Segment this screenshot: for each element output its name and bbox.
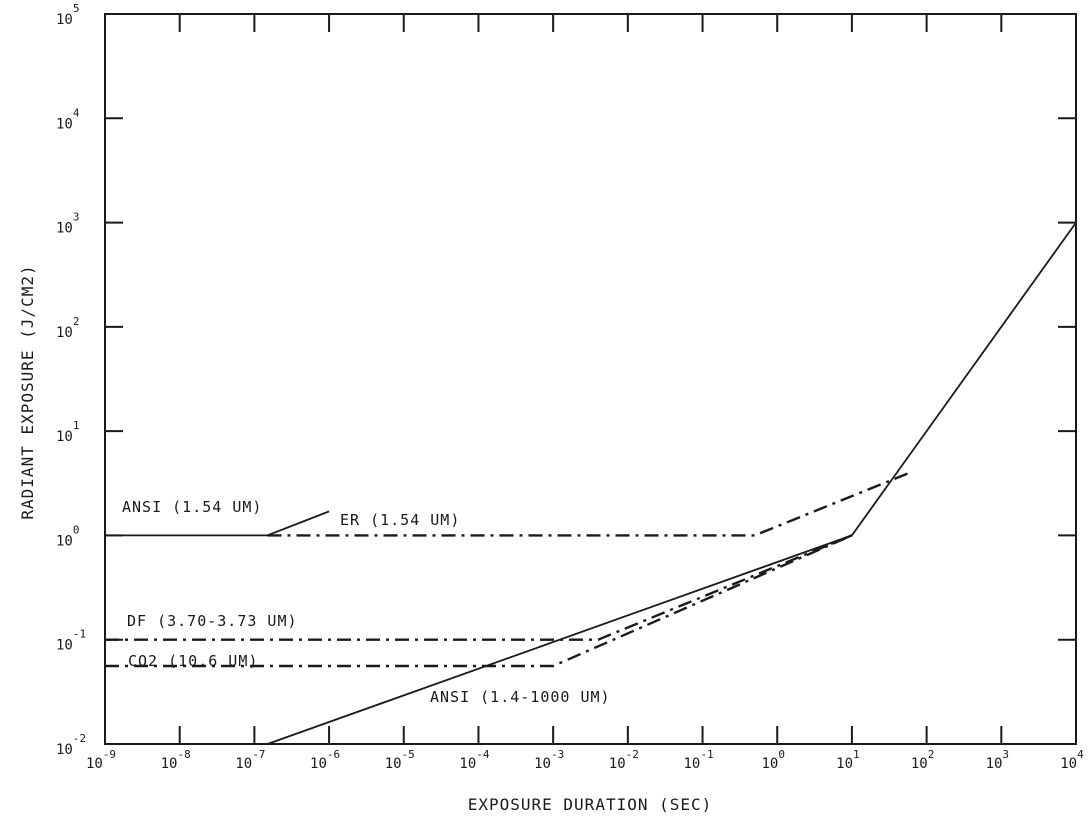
series-line-3 [105, 534, 853, 668]
y-tick-label: 105 [56, 2, 79, 28]
x-tick-label: 100 [761, 748, 784, 772]
plot-border [104, 13, 1077, 745]
x-tick-label: 10-4 [459, 748, 489, 772]
plot-frame [104, 13, 1077, 745]
x-tick-label: 10-3 [534, 748, 564, 772]
x-tick-label: 10-2 [609, 748, 639, 772]
x-tick-label: 104 [1060, 748, 1084, 772]
series-lines [105, 222, 1077, 745]
series-line-2 [105, 534, 853, 641]
x-tick-label: 103 [986, 748, 1009, 772]
y-tick-label: 10-2 [56, 732, 86, 758]
x-axis-ticks: 10-9 10-8 10-7 10-6 10-5 10-4 10-3 10-2 10-1 100 1… [86, 14, 1084, 772]
y-axis-title: RADIANT EXPOSURE (J/CM2) [18, 264, 37, 519]
y-tick-label: 10-1 [56, 628, 86, 654]
x-tick-label: 10-1 [683, 748, 713, 772]
y-tick-label: 100 [56, 523, 79, 549]
x-axis-title: EXPOSURE DURATION (SEC) [468, 795, 713, 814]
series-label-2: DF (3.70-3.73 UM) [127, 612, 298, 630]
y-tick-label: 103 [56, 211, 79, 237]
x-tick-label: 10-6 [310, 748, 340, 772]
x-tick-label: 101 [836, 748, 859, 772]
series-line-4 [267, 222, 1077, 745]
series-label-1: ER (1.54 UM) [340, 511, 460, 529]
x-tick-label: 10-9 [86, 748, 116, 772]
y-tick-label: 101 [56, 419, 79, 445]
series-label-4: ANSI (1.4-1000 UM) [430, 688, 611, 706]
y-axis-ticks: 10-2 10-1 100 101 102 103 104 105 [56, 2, 1076, 758]
x-tick-label: 10-5 [385, 748, 415, 772]
series-labels: ANSI (1.54 UM) ER (1.54 UM) DF (3.70-3.73 … [122, 498, 611, 706]
x-tick-label: 10-7 [235, 748, 265, 772]
series-label-0: ANSI (1.54 UM) [122, 498, 262, 516]
x-tick-label: 10-8 [161, 748, 191, 772]
y-tick-label: 102 [56, 315, 79, 341]
y-tick-label: 104 [56, 106, 80, 132]
series-label-3: CO2 (10.6 UM) [128, 652, 258, 670]
x-tick-label: 102 [911, 748, 934, 772]
